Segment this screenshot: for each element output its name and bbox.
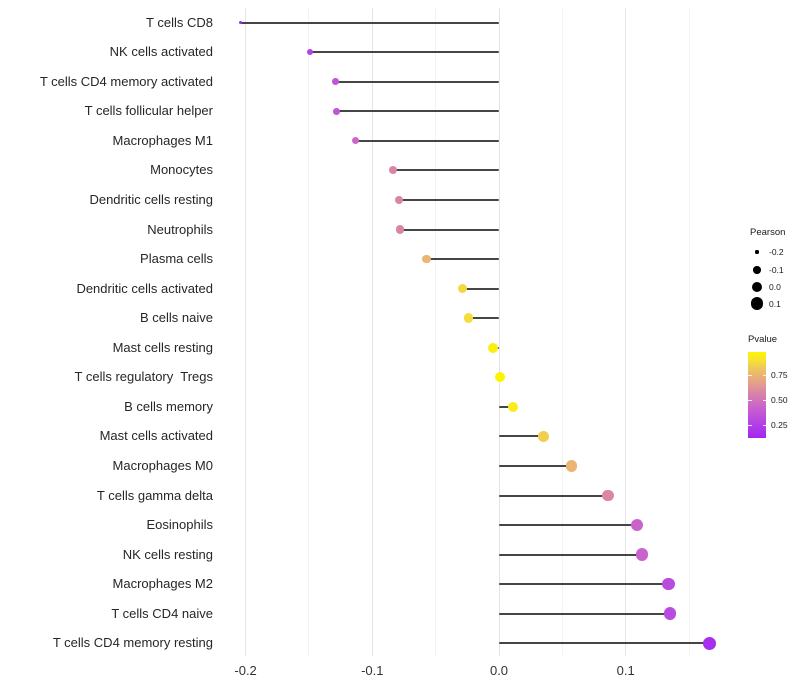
- x-axis-tick-label: -0.1: [361, 663, 384, 678]
- colorbar-tick: [748, 399, 752, 401]
- y-axis-label: T cells gamma delta: [96, 487, 213, 503]
- y-axis-label: Eosinophils: [146, 517, 214, 533]
- lollipop-stem: [499, 435, 544, 438]
- y-axis-label: Dendritic cells resting: [89, 192, 213, 207]
- x-axis-tick-label: 0.0: [489, 663, 509, 678]
- lollipop-stem: [426, 258, 499, 261]
- lollipop-stem: [499, 494, 608, 497]
- lollipop-stem: [336, 110, 499, 113]
- gridline-major: [498, 8, 500, 656]
- lollipop-dot: [631, 518, 644, 532]
- lollipop-dot: [352, 137, 360, 145]
- lollipop-dot: [702, 636, 716, 650]
- x-axis-tick-label: -0.2: [234, 663, 257, 678]
- lollipop-dot: [636, 548, 649, 561]
- y-axis-label: Plasma cells: [140, 251, 213, 267]
- y-axis-label: B cells naive: [140, 310, 213, 326]
- size-legend-label: 0.0: [769, 282, 781, 292]
- lollipop-stem: [462, 287, 499, 290]
- colorbar-tick: [748, 424, 752, 426]
- size-legend-dot: [751, 281, 763, 293]
- lollipop-dot: [396, 225, 405, 234]
- size-legend-dot: [755, 250, 759, 254]
- lollipop-dot: [487, 342, 498, 353]
- lollipop-stem: [499, 524, 638, 527]
- x-axis-tick-label: 0.1: [616, 663, 635, 678]
- y-axis-label: Macrophages M1: [112, 132, 213, 148]
- y-axis-label: T cells CD4 naive: [111, 605, 213, 621]
- colorbar-tick-label: 0.50: [771, 395, 788, 405]
- lollipop-dot: [332, 78, 339, 86]
- size-legend-label: 0.1: [769, 298, 781, 309]
- y-axis-label: T cells CD8: [146, 14, 213, 30]
- colorbar-tick-label: 0.25: [771, 420, 788, 430]
- gridline-major: [371, 8, 373, 656]
- lollipop-stem: [400, 228, 499, 231]
- lollipop-dot: [457, 283, 467, 294]
- y-axis-label: T cells CD4 memory activated: [39, 73, 213, 89]
- y-axis-label: T cells CD4 memory resting: [52, 635, 213, 651]
- gridline-minor: [308, 8, 310, 656]
- y-axis-label: NK cells activated: [109, 44, 213, 60]
- size-legend-dot: [750, 297, 763, 310]
- size-legend-label: -0.2: [769, 247, 784, 257]
- y-axis-label: T cells regulatory Tregs: [74, 369, 213, 385]
- lollipop-stem: [240, 21, 499, 24]
- gridline-minor: [688, 8, 690, 656]
- colorbar-tick: [762, 399, 766, 401]
- lollipop-dot: [388, 166, 397, 175]
- lollipop-dot: [602, 489, 614, 502]
- lollipop-stem: [392, 169, 499, 172]
- lollipop-stem: [499, 464, 572, 467]
- lollipop-stem: [355, 139, 499, 142]
- lollipop-dot: [495, 372, 506, 383]
- colorbar-tick-label: 0.75: [771, 370, 788, 380]
- y-axis-label: Mast cells resting: [112, 339, 213, 355]
- lollipop-dot: [394, 195, 403, 205]
- lollipop-dot: [662, 577, 676, 591]
- y-axis-label: Macrophages M0: [112, 457, 213, 473]
- pvalue-colorbar: [748, 352, 766, 438]
- y-axis-label: Macrophages M2: [112, 576, 213, 592]
- lollipop-dot: [239, 21, 242, 25]
- y-axis-label: Neutrophils: [147, 221, 213, 237]
- y-axis-label: Monocytes: [150, 162, 213, 178]
- y-axis-label: Mast cells activated: [99, 428, 213, 444]
- lollipop-stem: [335, 80, 499, 83]
- size-legend-dot: [753, 266, 761, 274]
- y-axis-label: NK cells resting: [122, 546, 213, 562]
- lollipop-stem: [310, 51, 499, 54]
- lollipop-dot: [537, 431, 549, 442]
- size-legend-label: -0.1: [769, 265, 784, 275]
- lollipop-stem: [499, 642, 710, 645]
- gridline-major: [625, 8, 627, 656]
- color-legend-title: Pvalue: [748, 334, 778, 345]
- colorbar-tick: [762, 424, 766, 426]
- lollipop-stem: [398, 199, 499, 201]
- lollipop-dot: [463, 313, 474, 323]
- gridline-minor: [561, 8, 563, 656]
- lollipop-dot: [663, 607, 677, 620]
- y-axis-label: T cells follicular helper: [84, 103, 213, 119]
- lollipop-stem: [499, 553, 643, 556]
- lollipop-dot: [507, 401, 519, 412]
- lollipop-stem: [499, 405, 513, 408]
- y-axis-label: B cells memory: [124, 398, 213, 414]
- lollipop-stem: [468, 317, 499, 320]
- gridline-minor: [435, 8, 437, 656]
- colorbar-tick: [748, 374, 752, 376]
- y-axis-label: Dendritic cells activated: [76, 280, 213, 296]
- size-legend-title: Pearson: [750, 227, 786, 238]
- lollipop-dot: [307, 49, 314, 56]
- gridline-major: [245, 8, 247, 656]
- lollipop-dot: [422, 254, 432, 264]
- lollipop-stem: [499, 612, 671, 615]
- lollipop-dot: [333, 108, 341, 115]
- lollipop-stem: [499, 583, 669, 586]
- lollipop-dot: [565, 460, 577, 472]
- colorbar-tick: [762, 374, 766, 376]
